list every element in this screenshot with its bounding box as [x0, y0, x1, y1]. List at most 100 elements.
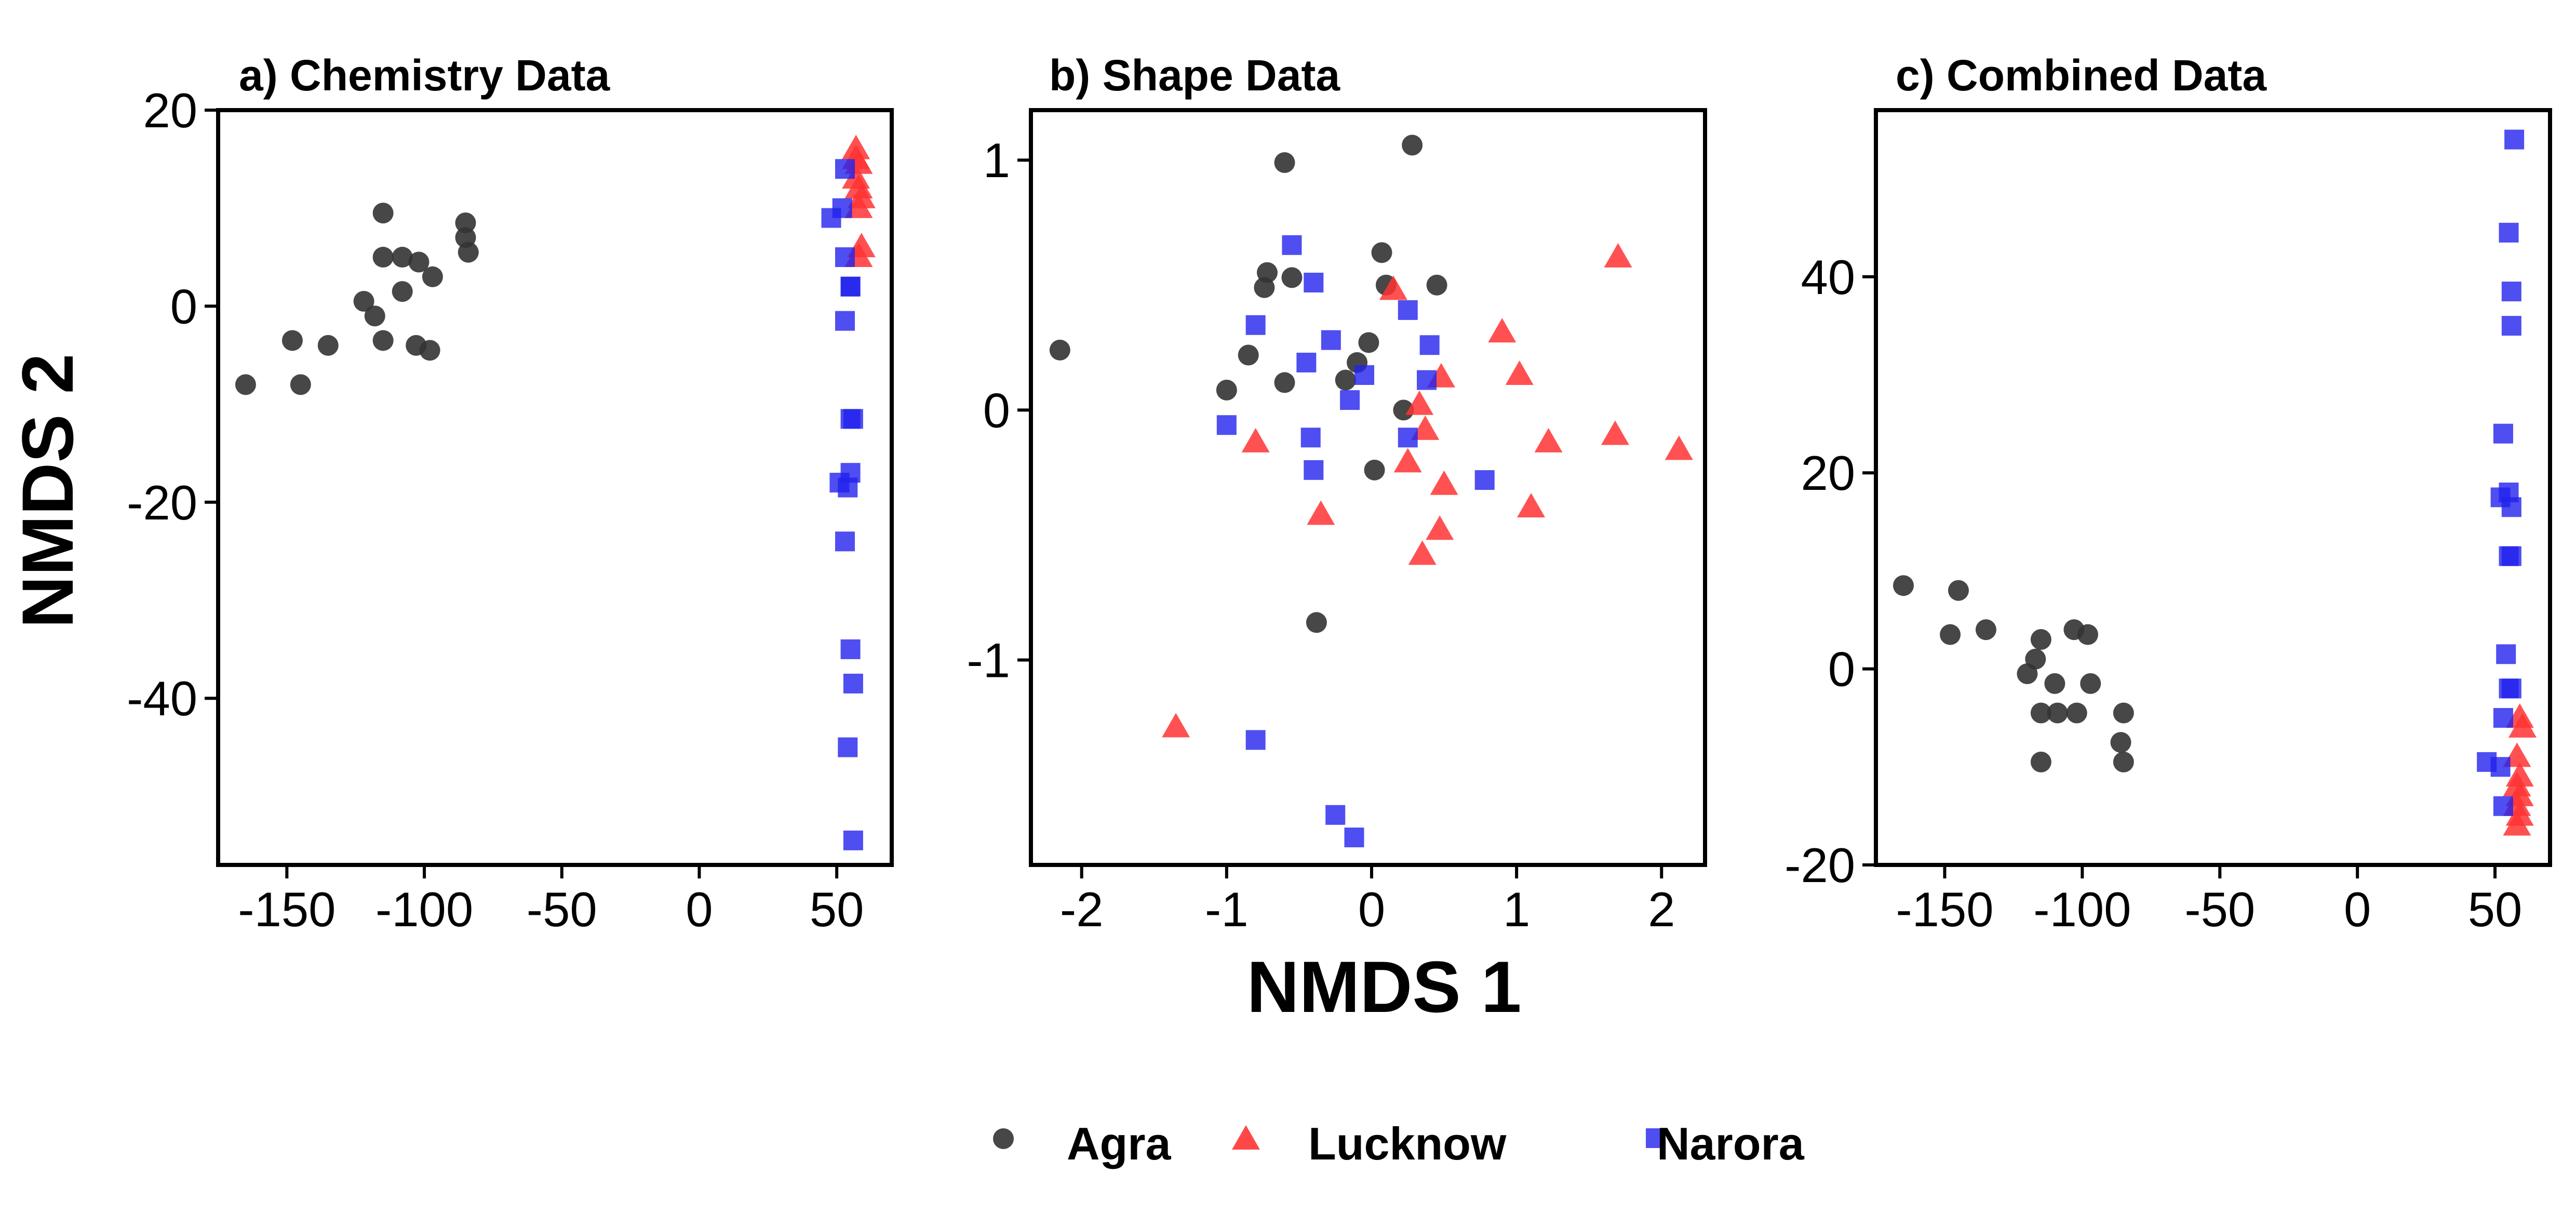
x-tick-label: 0: [2344, 882, 2371, 937]
point-agra: [1426, 274, 1447, 296]
legend-narora-square-icon: [1646, 1128, 1666, 1148]
point-narora: [1419, 335, 1440, 355]
point-narora: [2496, 644, 2516, 664]
legend-item-lucknow: Lucknow: [1232, 1118, 1507, 1169]
point-agra: [1238, 344, 1259, 366]
x-tick-label: -100: [2033, 882, 2131, 937]
point-agra: [1274, 152, 1295, 174]
point-narora: [840, 463, 861, 483]
point-narora: [2501, 678, 2521, 699]
point-narora: [832, 198, 852, 218]
point-agra: [2113, 751, 2134, 772]
y-tick-label: -20: [127, 475, 197, 530]
point-lucknow: [1241, 428, 1270, 452]
point-lucknow: [1426, 515, 1454, 540]
point-agra: [1281, 267, 1303, 288]
point-agra: [2047, 702, 2068, 724]
point-lucknow: [1488, 318, 1517, 343]
point-agra: [1335, 369, 1356, 391]
point-agra: [2113, 702, 2134, 724]
point-agra: [281, 330, 303, 351]
x-tick-label: -150: [1896, 882, 1993, 937]
point-narora: [1344, 828, 1364, 848]
panel-title-shape: b) Shape Data: [1049, 51, 1340, 100]
point-narora: [1474, 470, 1495, 490]
point-lucknow: [1601, 420, 1629, 445]
point-narora: [1398, 300, 1418, 320]
point-lucknow: [1405, 390, 1434, 415]
x-tick-label: 1: [1503, 882, 1530, 937]
x-tick-label: -50: [2184, 882, 2255, 937]
point-agra: [364, 305, 385, 327]
point-agra: [2030, 751, 2051, 772]
x-tick-label: 50: [810, 882, 864, 937]
point-narora: [1300, 428, 1321, 448]
y-tick-label: -20: [1785, 838, 1855, 892]
x-tick-label: 0: [1358, 882, 1385, 937]
point-narora: [840, 276, 861, 297]
point-agra: [2030, 702, 2051, 724]
point-agra: [1306, 612, 1327, 633]
point-agra: [2080, 673, 2101, 694]
legend-item-narora: Narora: [1646, 1118, 1805, 1169]
point-agra: [1371, 242, 1392, 263]
point-narora: [1245, 730, 1266, 750]
point-narora: [843, 830, 863, 850]
legend-agra-circle-icon: [993, 1128, 1014, 1149]
point-agra: [408, 251, 430, 273]
point-agra: [353, 290, 374, 312]
point-narora: [835, 311, 855, 331]
point-narora: [2493, 796, 2513, 816]
point-agra: [2110, 732, 2131, 753]
point-agra: [1364, 459, 1385, 481]
point-narora: [835, 247, 855, 268]
point-lucknow: [1665, 435, 1693, 460]
point-agra: [419, 340, 440, 361]
point-narora: [840, 639, 861, 659]
point-narora: [2490, 757, 2511, 777]
point-agra: [392, 247, 413, 268]
x-tick-label: 2: [1648, 882, 1675, 937]
legend-lucknow-triangle-icon: [1232, 1125, 1260, 1150]
point-agra: [235, 374, 256, 395]
point-agra: [422, 266, 443, 287]
panel-title-combined: c) Combined Data: [1896, 51, 2267, 100]
point-narora: [2504, 129, 2525, 150]
y-tick-label: 20: [1801, 446, 1855, 500]
point-lucknow: [1162, 713, 1190, 738]
point-agra: [1402, 135, 1423, 156]
point-narora: [2501, 497, 2521, 517]
point-narora: [2499, 222, 2519, 243]
point-narora: [2493, 423, 2513, 444]
point-narora: [1398, 428, 1418, 448]
legend-item-agra: Agra: [993, 1118, 1172, 1169]
point-agra: [1948, 580, 1969, 601]
point-agra: [392, 281, 413, 302]
point-narora: [838, 737, 858, 757]
point-agra: [2044, 673, 2065, 694]
x-tick-label: -100: [375, 882, 473, 937]
point-agra: [1358, 332, 1379, 353]
point-lucknow: [1604, 243, 1632, 268]
point-narora: [2501, 316, 2521, 336]
plot-frame: [1029, 108, 1707, 867]
point-lucknow: [1393, 448, 1422, 473]
x-tick-label: 0: [686, 882, 713, 937]
point-narora: [843, 673, 863, 693]
point-agra: [317, 335, 339, 356]
point-agra: [2025, 648, 2046, 670]
x-axis-title: NMDS 1: [1247, 946, 1522, 1028]
point-lucknow: [1379, 275, 1407, 300]
legend: Agra Lucknow Narora: [993, 1118, 1805, 1169]
y-tick-label: 0: [170, 279, 197, 334]
x-tick-label: -150: [238, 882, 336, 937]
chemistry-data-panel: a) Chemistry Data -150 -100 -50 0 50 20 0 -20 -4…: [127, 51, 894, 937]
panel-title-chemistry: a) Chemistry Data: [239, 51, 611, 100]
y-tick-label: 1: [983, 133, 1010, 188]
plot-frame: [216, 108, 894, 867]
y-tick-label: 0: [1828, 642, 1855, 697]
point-narora: [1296, 352, 1317, 372]
point-narora: [1304, 460, 1324, 480]
point-agra: [1940, 624, 1961, 645]
